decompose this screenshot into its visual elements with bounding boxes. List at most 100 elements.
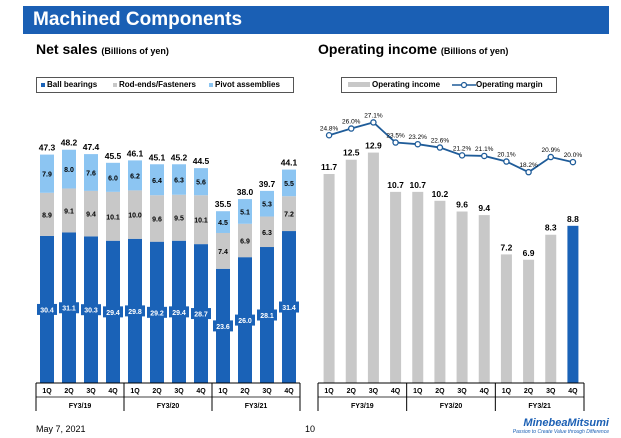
net-sales-tick-label: 2Q	[64, 388, 74, 395]
legend-pivot: Pivot assemblies	[209, 80, 280, 89]
net-sales-tick-label: 3Q	[86, 388, 96, 395]
net-sales-bar-segment	[216, 211, 230, 233]
net-sales-value-label: 7.6	[86, 170, 96, 177]
net-sales-total-label: 45.1	[149, 152, 166, 162]
operating-income-bar	[367, 152, 379, 383]
net-sales-value-label: 10.0	[128, 213, 142, 220]
net-sales-value-label: 29.2	[150, 310, 164, 317]
net-sales-value-label-bg	[235, 314, 255, 326]
net-sales-bar-segment	[128, 160, 142, 191]
footer-page-number: 10	[305, 424, 316, 434]
operating-income-value-label: 9.6	[456, 200, 468, 210]
operating-margin-label: 27.1%	[364, 112, 383, 119]
operating-income-bar	[412, 191, 424, 383]
operating-income-heading: Operating income (Billions of yen)	[318, 41, 508, 57]
net-sales-value-label: 9.1	[64, 208, 74, 215]
legend-operating-margin: Operating margin	[452, 80, 543, 89]
legend-pivot-label: Pivot assemblies	[215, 80, 280, 89]
operating-margin-label: 23.2%	[409, 134, 428, 141]
operating-income-group-label: FY3/21	[528, 403, 551, 410]
net-sales-bar-segment	[128, 190, 142, 239]
operating-margin-point	[392, 139, 399, 146]
net-sales-bar-segment	[150, 195, 164, 242]
operating-income-tick-label: 1Q	[324, 388, 334, 395]
net-sales-tick-label: 4Q	[284, 388, 294, 395]
net-sales-value-label-bg	[125, 305, 145, 317]
page-title: Machined Components	[33, 9, 243, 30]
net-sales-bar-segment	[260, 216, 274, 248]
net-sales-value-label: 6.0	[108, 175, 118, 182]
operating-income-value-label: 10.7	[409, 180, 426, 190]
net-sales-value-label: 23.6	[216, 324, 230, 331]
net-sales-total-label: 48.2	[61, 138, 78, 148]
net-sales-value-label: 9.5	[174, 216, 184, 223]
net-sales-value-label-bg	[103, 306, 123, 318]
net-sales-value-label: 28.1	[260, 313, 274, 320]
net-sales-bar-segment	[194, 168, 208, 196]
operating-income-tick-label: 3Q	[546, 388, 556, 395]
minebea-logo: MinebeaMitsumi Passion to Create Value t…	[513, 417, 609, 435]
net-sales-total-label: 44.1	[281, 158, 298, 168]
operating-income-bar	[345, 159, 357, 383]
legend-operating-income: Operating income	[348, 80, 440, 89]
net-sales-value-label: 26.0	[238, 318, 252, 325]
operating-income-value-label: 9.4	[478, 203, 490, 213]
net-sales-group-label: FY3/19	[69, 403, 92, 410]
net-sales-value-label: 5.5	[284, 181, 294, 188]
net-sales-value-label: 30.3	[84, 308, 98, 315]
operating-income-bar	[434, 200, 446, 383]
net-sales-value-label: 7.9	[42, 172, 52, 179]
operating-income-tick-label: 4Q	[391, 388, 401, 395]
net-sales-value-label-bg	[213, 320, 233, 332]
operating-margin-label: 23.5%	[386, 133, 405, 140]
net-sales-tick-label: 3Q	[262, 388, 272, 395]
operating-income-value-label: 12.9	[365, 141, 382, 151]
operating-margin-point	[480, 152, 488, 160]
operating-income-bar	[523, 259, 535, 383]
net-sales-value-label-bg	[147, 306, 167, 318]
operating-income-tick-label: 3Q	[457, 388, 467, 395]
net-sales-value-label: 6.3	[262, 230, 272, 237]
net-sales-bar-segment	[260, 190, 274, 217]
net-sales-total-label: 35.5	[215, 199, 232, 209]
net-sales-value-label-bg	[279, 301, 299, 313]
operating-margin-point	[503, 158, 510, 165]
operating-margin-point	[458, 152, 466, 159]
net-sales-value-label: 29.4	[106, 310, 120, 317]
operating-margin-label: 20.9%	[542, 147, 561, 154]
net-sales-value-label-bg	[81, 304, 101, 316]
operating-margin-swatch	[452, 81, 476, 88]
net-sales-value-label: 4.5	[218, 220, 228, 227]
legend-operating-income-label: Operating income	[372, 80, 441, 89]
legend-rod-ends: Rod-ends/Fasteners	[113, 80, 196, 89]
operating-income-value-label: 6.9	[523, 248, 535, 258]
logo-tagline: Passion to Create Value through Differen…	[512, 429, 609, 435]
legend-operating-margin-label: Operating margin	[476, 80, 543, 89]
operating-margin-point	[569, 158, 577, 166]
legend-ball-bearings: Ball bearings	[41, 80, 97, 89]
operating-income-bar	[390, 191, 402, 383]
operating-income-tick-label: 4Q	[568, 388, 578, 395]
net-sales-bar-segment	[172, 164, 186, 195]
operating-income-value-label: 10.7	[387, 180, 404, 190]
operating-margin-label: 24.8%	[320, 125, 339, 132]
operating-margin-label: 21.2%	[453, 145, 472, 152]
net-sales-bar-segment	[282, 196, 296, 232]
net-sales-value-label-bg	[169, 306, 189, 318]
net-sales-bar-segment	[282, 169, 296, 197]
operating-margin-point	[525, 168, 532, 176]
logo-brand: MinebeaMitsumi	[523, 417, 609, 429]
operating-income-value-label: 12.5	[343, 148, 360, 158]
net-sales-tick-label: 1Q	[130, 388, 140, 395]
net-sales-value-label: 10.1	[194, 218, 208, 225]
net-sales-value-label: 8.0	[64, 167, 74, 174]
operating-income-legend: Operating income Operating margin	[341, 77, 557, 93]
net-sales-value-label: 6.4	[152, 178, 162, 185]
net-sales-value-label: 8.9	[42, 212, 52, 219]
operating-margin-label: 20.0%	[564, 152, 583, 159]
operating-margin-label: 21.1%	[475, 146, 494, 153]
operating-margin-point	[370, 119, 377, 126]
net-sales-value-label: 9.6	[152, 216, 162, 223]
net-sales-total-label: 47.3	[39, 143, 56, 153]
